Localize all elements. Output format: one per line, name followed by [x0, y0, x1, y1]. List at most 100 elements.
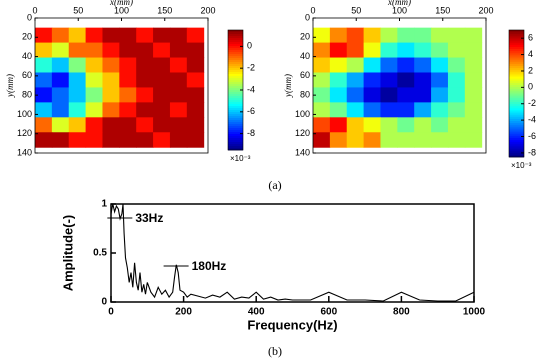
- colorbar-strip: [228, 46, 243, 49]
- colorbar-strip: [509, 129, 524, 132]
- heat-cell: [153, 117, 171, 133]
- heat-cell: [447, 27, 466, 44]
- heat-cell: [464, 87, 483, 103]
- y-tick-label: 120: [295, 128, 310, 138]
- colorbar-strip: [228, 138, 243, 141]
- colorbar-strip: [228, 66, 243, 69]
- x-tick-label: 50: [351, 5, 361, 15]
- heat-cell: [35, 42, 53, 59]
- heat-cell: [363, 132, 381, 148]
- colorbar-strip: [509, 30, 524, 33]
- colorbar-strip: [509, 59, 524, 63]
- colorbar-tick-label: -8: [247, 128, 255, 138]
- heat-cell: [35, 27, 53, 44]
- heat-cell: [397, 42, 415, 59]
- heat-cell: [329, 132, 348, 148]
- heat-cell: [68, 72, 87, 88]
- colorbar-strip: [228, 140, 243, 143]
- x-axis-label: x(mm): [109, 0, 133, 7]
- colorbar-strip: [509, 114, 524, 118]
- colorbar-strip: [509, 57, 524, 61]
- colorbar-strip: [509, 108, 524, 111]
- heat-cell: [431, 102, 449, 118]
- heat-cell: [431, 117, 449, 133]
- line-series: [110, 203, 475, 302]
- heat-cell: [431, 42, 449, 59]
- colorbar-strip: [509, 118, 524, 122]
- colorbar-strip: [509, 38, 524, 41]
- heat-cell: [169, 87, 188, 103]
- heat-cell: [169, 42, 188, 59]
- heat-cell: [346, 72, 365, 88]
- colorbar-strip: [509, 154, 524, 158]
- heat-cell: [136, 117, 154, 133]
- colorbar-strip: [509, 148, 524, 152]
- x-axis-label: x(mm): [387, 0, 411, 7]
- colorbar-tick-label: -6: [247, 106, 255, 116]
- heat-cell: [447, 87, 466, 103]
- colorbar-strip: [228, 76, 243, 79]
- colorbar-strip: [228, 148, 243, 151]
- x-tick-label: 200: [200, 5, 215, 15]
- heat-cell: [169, 72, 188, 88]
- x-tick-label: 400: [248, 307, 265, 318]
- colorbar-strip: [228, 112, 243, 115]
- heat-cell: [102, 72, 120, 88]
- heat-cell: [464, 72, 483, 88]
- x-tick-label: 600: [320, 307, 337, 318]
- heat-cell: [380, 87, 398, 103]
- heat-cell: [363, 72, 381, 88]
- heat-cell: [102, 117, 120, 133]
- colorbar-strip: [509, 55, 524, 58]
- annotation: 33Hz: [135, 211, 163, 225]
- y-axis-label: y(mm): [5, 74, 15, 98]
- heat-cell: [329, 102, 348, 118]
- heat-cell: [397, 102, 415, 118]
- heat-cell: [35, 117, 53, 133]
- colorbar-strip: [509, 112, 524, 116]
- heat-cell: [329, 87, 348, 103]
- heat-cell: [329, 117, 348, 133]
- colorbar-tick-label: -4: [247, 84, 255, 94]
- heat-cell: [51, 87, 70, 103]
- panel-label: (b): [268, 344, 282, 358]
- heat-cell: [313, 102, 331, 118]
- heat-cell: [380, 117, 398, 133]
- colorbar-strip: [509, 32, 524, 35]
- heat-cell: [136, 72, 154, 88]
- y-tick-label: 60: [300, 70, 310, 80]
- colorbar-strip: [228, 120, 243, 123]
- heat-cell: [313, 57, 331, 73]
- colorbar-strip: [228, 36, 243, 39]
- heat-cell: [329, 57, 348, 73]
- y-tick-label: 80: [300, 90, 310, 100]
- heat-cell: [313, 132, 331, 148]
- heat-cell: [414, 72, 432, 88]
- x-tick-label: 0: [32, 5, 37, 15]
- colorbar-strip: [228, 130, 243, 133]
- colorbar-strip: [228, 78, 243, 81]
- heat-cell: [186, 132, 205, 148]
- y-tick-label: 1: [101, 199, 107, 210]
- heat-cell: [447, 102, 466, 118]
- heat-cell: [414, 102, 432, 118]
- colorbar-strip: [228, 88, 243, 91]
- colorbar-strip: [509, 89, 524, 92]
- heat-cell: [102, 87, 120, 103]
- heat-cell: [51, 102, 70, 118]
- heat-cell: [153, 72, 171, 88]
- heat-cell: [169, 57, 188, 73]
- colorbar-strip: [228, 48, 243, 51]
- colorbar-strip: [509, 140, 524, 143]
- heat-cell: [464, 102, 483, 118]
- colorbar-strip: [509, 78, 524, 82]
- colorbar-strip: [509, 123, 524, 126]
- colorbar-tick-label: 2: [528, 65, 533, 75]
- colorbar-strip: [228, 96, 243, 99]
- colorbar-strip: [509, 87, 524, 90]
- heat-cell: [464, 57, 483, 73]
- colorbar-strip: [509, 68, 524, 71]
- heat-cell: [119, 117, 137, 133]
- heat-cell: [153, 42, 171, 59]
